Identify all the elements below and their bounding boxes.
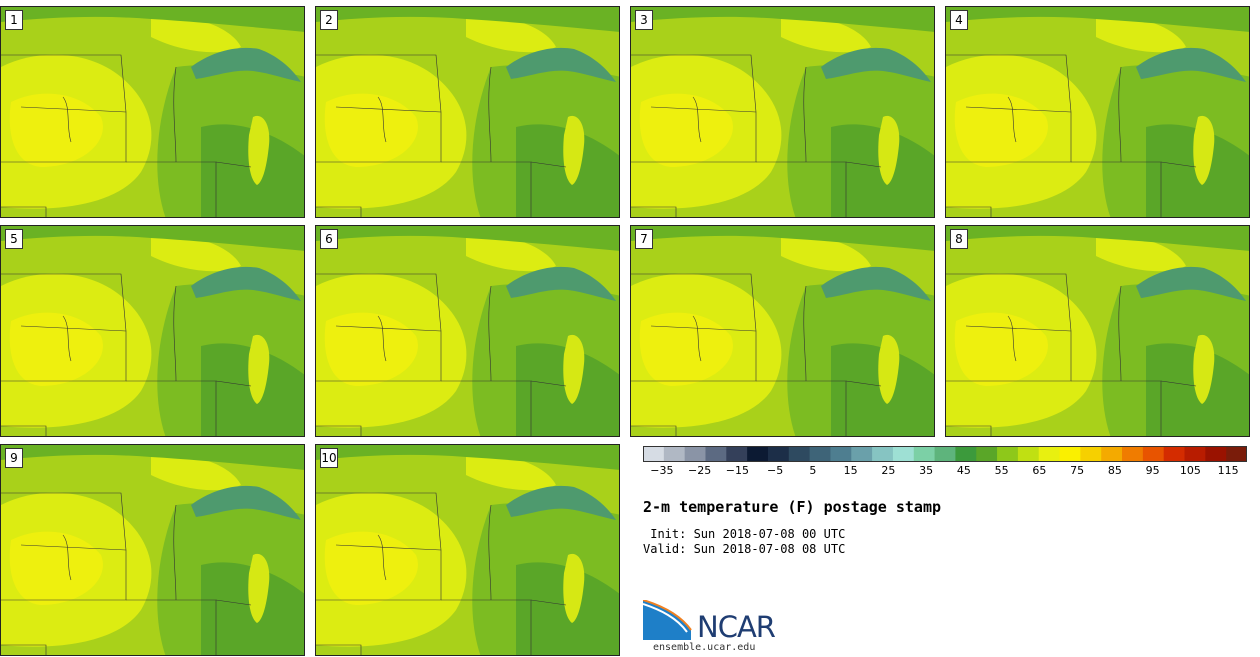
ensemble-member-panel-7: 7 [630, 225, 935, 437]
colorbar-tick-label: −5 [767, 464, 784, 477]
colorbar-segment [767, 446, 790, 462]
colorbar-segment [872, 446, 894, 462]
colorbar-segment [851, 446, 873, 462]
colorbar-segment [684, 446, 706, 462]
colorbar-segment [934, 446, 956, 462]
colorbar-segment [955, 446, 977, 462]
temperature-map-5 [1, 226, 304, 436]
colorbar-tick-label: 75 [1070, 464, 1085, 477]
colorbar-segment [809, 446, 831, 462]
colorbar-tick-label: 105 [1179, 464, 1201, 477]
colorbar-tick-label: 65 [1032, 464, 1047, 477]
colorbar-tick-labels: −35 −25 −15 −5 5 15 25 35 45 55 65 75 85 95 105 115 [643, 464, 1247, 482]
temperature-colorbar [643, 446, 1247, 462]
colorbar-segment [976, 446, 998, 462]
colorbar-tick-label: 55 [994, 464, 1009, 477]
temperature-map-4 [946, 7, 1249, 217]
ensemble-member-panel-4: 4 [945, 6, 1250, 218]
ensemble-member-panel-3: 3 [630, 6, 935, 218]
member-number-10: 10 [320, 448, 338, 468]
member-number-7: 7 [635, 229, 653, 249]
temperature-map-9 [1, 445, 304, 655]
valid-time: Valid: Sun 2018-07-08 08 UTC [643, 542, 846, 556]
colorbar-segment [1017, 446, 1040, 462]
colorbar-tick-label: 85 [1107, 464, 1122, 477]
colorbar-segment [997, 446, 1019, 462]
member-number-2: 2 [320, 10, 338, 30]
colorbar-tick-label: 35 [919, 464, 934, 477]
temperature-map-2 [316, 7, 619, 217]
colorbar-segment [1226, 446, 1247, 462]
plot-title: 2-m temperature (F) postage stamp [643, 498, 942, 516]
colorbar-segment [643, 446, 665, 462]
colorbar-tick-label: −15 [725, 464, 749, 477]
temperature-map-3 [631, 7, 934, 217]
ensemble-member-panel-1: 1 [0, 6, 305, 218]
colorbar-tick-label: −25 [688, 464, 712, 477]
colorbar-tick-label: 25 [881, 464, 896, 477]
ensemble-member-panel-6: 6 [315, 225, 620, 437]
colorbar-segment [705, 446, 727, 462]
temperature-map-7 [631, 226, 934, 436]
colorbar-segment [830, 446, 852, 462]
member-number-9: 9 [5, 448, 23, 468]
site-url: ensemble.ucar.edu [653, 642, 756, 653]
member-number-8: 8 [950, 229, 968, 249]
colorbar-tick-label: 15 [843, 464, 858, 477]
colorbar-segment [1122, 446, 1144, 462]
colorbar-segment [663, 446, 686, 462]
colorbar-segment [913, 446, 936, 462]
colorbar-segment [1101, 446, 1123, 462]
temperature-map-1 [1, 7, 304, 217]
member-number-5: 5 [5, 229, 23, 249]
colorbar-segment [1184, 446, 1206, 462]
temperature-map-6 [316, 226, 619, 436]
colorbar-tick-label: 95 [1145, 464, 1160, 477]
colorbar-segment [1163, 446, 1186, 462]
temperature-map-8 [946, 226, 1249, 436]
colorbar-segment [788, 446, 811, 462]
colorbar-border [643, 446, 1247, 462]
colorbar-tick-label: 5 [809, 464, 817, 477]
init-time: Init: Sun 2018-07-08 00 UTC [643, 527, 846, 541]
member-number-3: 3 [635, 10, 653, 30]
member-number-1: 1 [5, 10, 23, 30]
colorbar-tick-label: −35 [650, 464, 674, 477]
colorbar-segment [1038, 446, 1061, 462]
member-number-6: 6 [320, 229, 338, 249]
colorbar-segment [1205, 446, 1227, 462]
colorbar-segment [1142, 446, 1165, 462]
member-number-4: 4 [950, 10, 968, 30]
ensemble-member-panel-5: 5 [0, 225, 305, 437]
colorbar-segment [1059, 446, 1081, 462]
ncar-logo-text: NCAR [697, 610, 776, 644]
ensemble-member-panel-2: 2 [315, 6, 620, 218]
temperature-map-10 [316, 445, 619, 655]
colorbar-segment [726, 446, 748, 462]
ensemble-member-panel-10: 10 [315, 444, 620, 656]
colorbar-segment [1080, 446, 1102, 462]
ensemble-member-panel-8: 8 [945, 225, 1250, 437]
ensemble-member-panel-9: 9 [0, 444, 305, 656]
colorbar-tick-label: 115 [1217, 464, 1239, 477]
colorbar-segment [892, 446, 915, 462]
colorbar-tick-label: 45 [956, 464, 971, 477]
colorbar-segment [747, 446, 769, 462]
ncar-logo-icon [643, 600, 692, 640]
